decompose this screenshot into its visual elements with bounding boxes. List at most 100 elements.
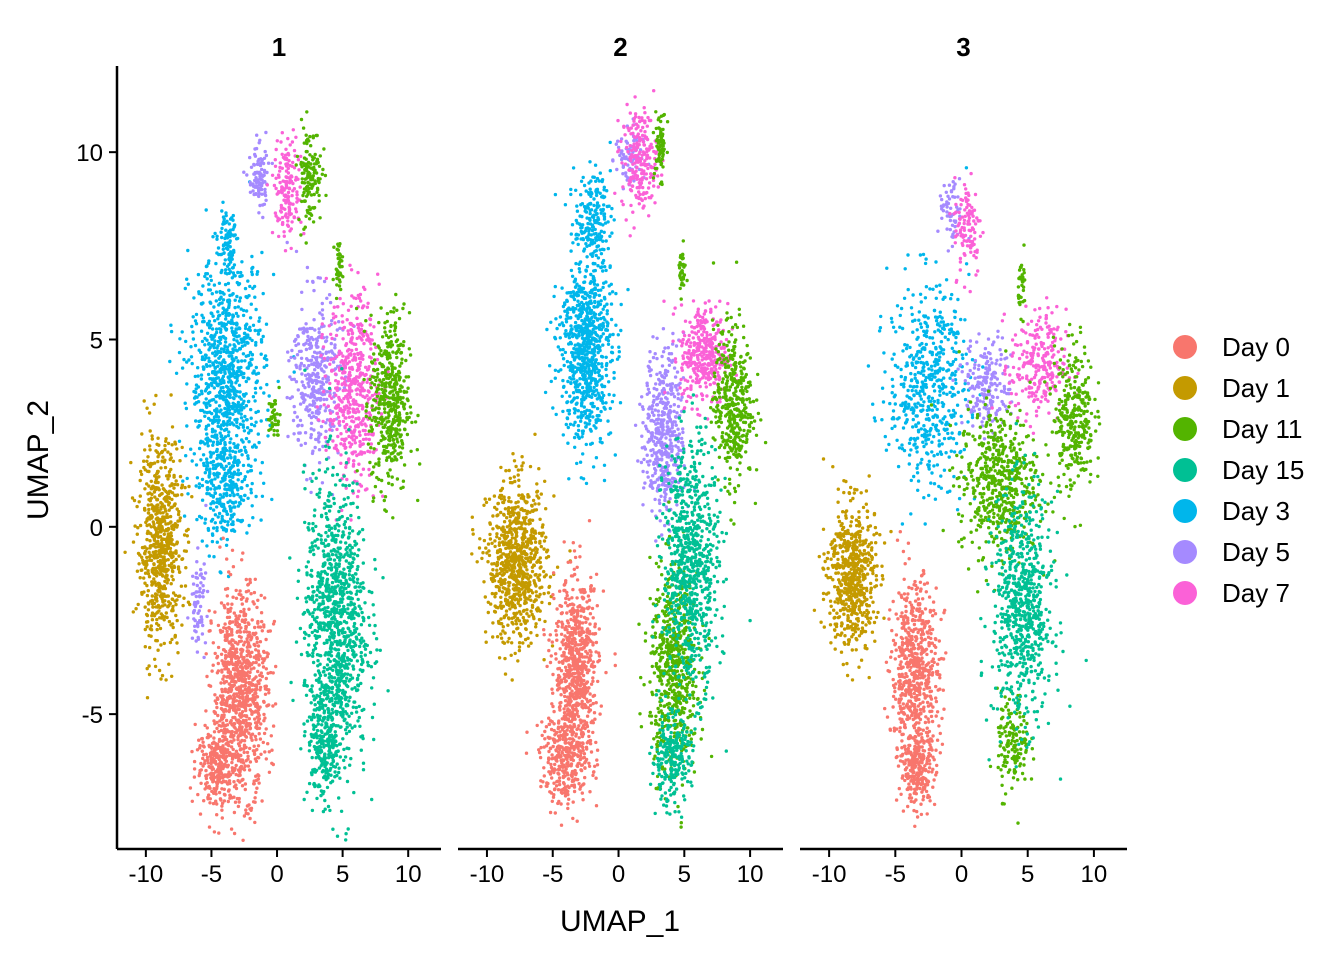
data-point [321,599,325,603]
data-point [181,479,185,483]
data-point [199,292,204,297]
data-point [346,603,350,607]
data-point [164,611,168,615]
data-point [349,328,354,333]
data-point [382,403,386,407]
data-point [380,335,385,339]
data-point [202,461,206,466]
data-point [312,618,317,622]
data-point [287,181,292,185]
data-point [402,302,406,306]
data-point [302,636,307,640]
data-point [205,331,210,335]
data-point [333,372,338,376]
data-point [213,491,217,495]
data-point [277,234,281,239]
data-point [321,345,326,349]
data-point [215,505,219,509]
data-point [320,481,325,485]
data-point [360,610,364,615]
data-point [210,539,215,544]
data-point [310,684,314,688]
data-point [167,600,171,604]
data-point [166,578,170,582]
data-point [388,372,392,377]
data-point [154,505,158,510]
data-point [219,386,223,390]
data-point [232,470,237,474]
data-point [326,772,330,776]
data-point [341,354,345,358]
data-point [326,356,330,360]
data-point [280,131,284,135]
data-point [315,492,319,497]
data-point [167,474,171,478]
data-point [376,386,380,391]
data-point [227,288,231,292]
data-point [275,429,280,433]
data-point [262,391,266,395]
data-point [357,715,361,720]
data-point [350,431,354,435]
data-point [335,276,339,281]
data-point [312,401,317,405]
data-point [143,487,147,491]
data-point [334,553,338,557]
data-point [365,402,369,406]
data-point [271,272,276,277]
data-point [341,555,346,559]
data-point [371,676,376,680]
data-point [164,437,168,441]
data-point [223,442,227,446]
data-point [361,585,365,590]
data-point [152,538,157,542]
data-point [318,737,322,741]
data-point [310,574,314,578]
data-point [200,355,205,359]
data-point [357,530,362,534]
data-point [168,640,173,645]
data-point [311,548,315,552]
data-point [159,643,163,647]
data-point [302,797,306,802]
data-point [369,347,373,351]
data-point [240,479,244,484]
data-point [132,498,137,503]
data-point [313,703,317,707]
data-point [356,270,360,275]
data-point [354,592,358,596]
data-point [359,654,363,659]
data-point [208,470,212,474]
data-point [317,199,321,203]
data-point [291,202,295,206]
data-point [317,468,321,472]
data-point [334,296,339,301]
data-point [318,380,323,384]
data-point [200,339,205,344]
data-point [351,399,355,403]
data-point [299,154,303,159]
data-point [228,228,233,232]
data-point [156,508,160,513]
data-point [307,643,311,647]
data-point [236,270,240,275]
data-point [162,537,166,541]
data-point [396,452,401,456]
data-point [408,405,413,409]
data-point [211,351,215,355]
data-point [355,392,359,396]
data-point [275,192,279,196]
data-point [393,378,397,382]
data-point [355,387,360,391]
data-point [233,505,237,509]
data-point [282,230,286,234]
data-point [315,736,319,740]
data-point [326,543,330,548]
data-point [351,560,355,565]
data-point [286,215,290,220]
data-point [148,539,152,543]
data-point [400,357,404,361]
data-point [336,604,340,608]
data-point [357,585,362,589]
data-point [300,423,304,428]
